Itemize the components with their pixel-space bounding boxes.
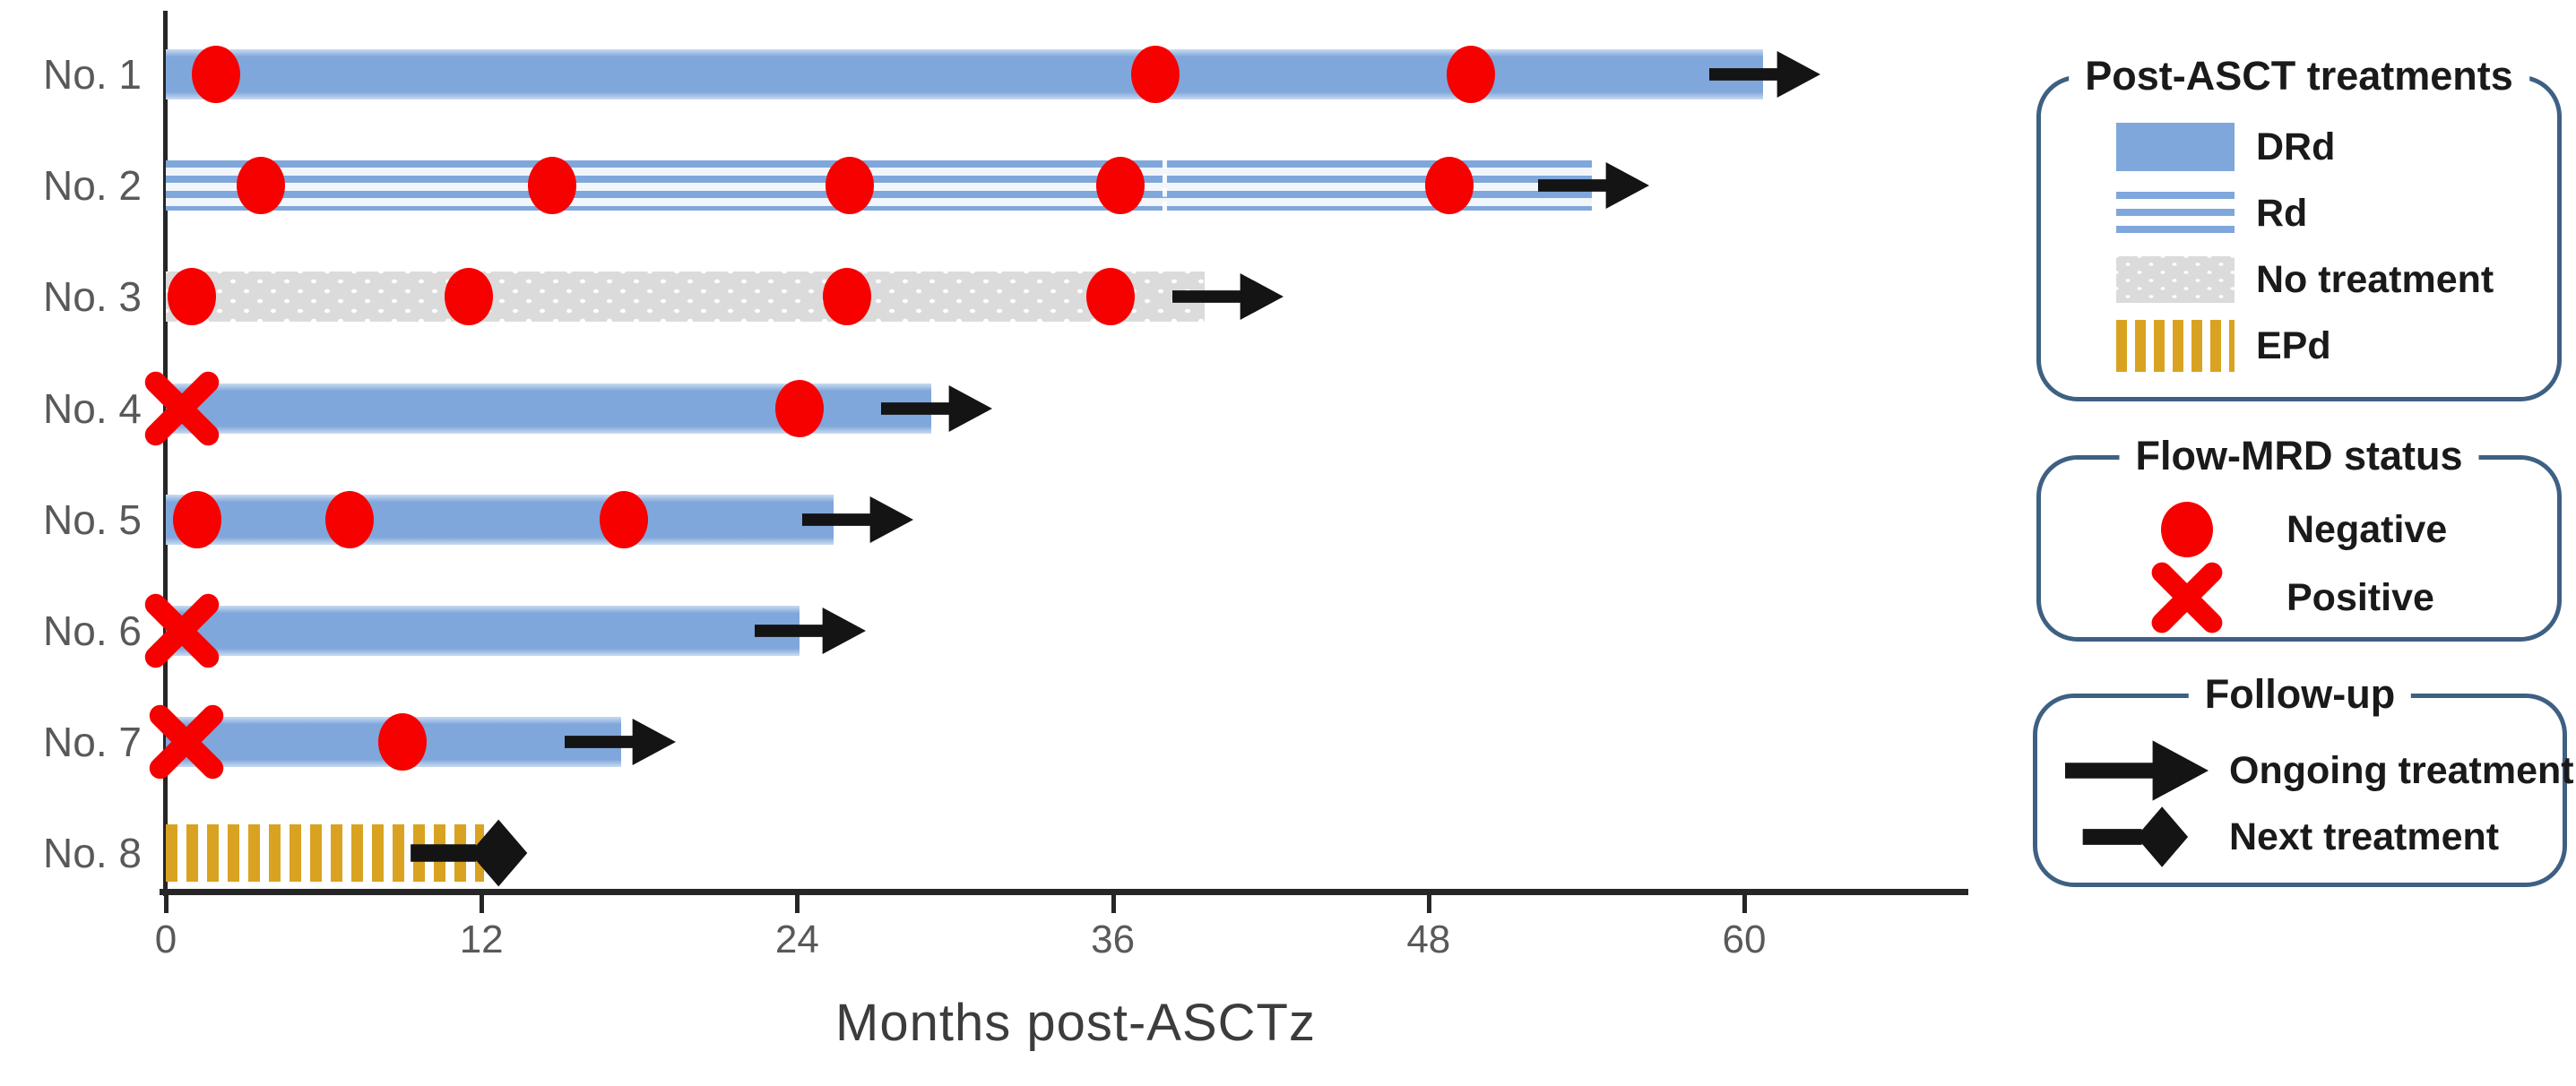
legend-item-no-treatment: No treatment: [2041, 246, 2557, 313]
x-tick-mark: [1742, 893, 1747, 913]
mrd-negative-marker: [1130, 46, 1180, 103]
legend-item-label: Ongoing treatment: [2229, 748, 2574, 792]
no-treatment-swatch: [2116, 256, 2235, 303]
ongoing-arrow-icon: [2052, 737, 2222, 804]
patient-label: No. 3: [43, 273, 142, 321]
x-axis-title: Months post-ASCTz: [835, 994, 1316, 1052]
legend-item-label: Next treatment: [2229, 814, 2500, 858]
mrd-negative-marker: [826, 157, 875, 215]
x-tick-label: 24: [774, 918, 819, 961]
next-arrow-icon: [2052, 804, 2222, 870]
mrd-negative-marker: [236, 157, 285, 215]
ongoing-arrow: [754, 597, 866, 665]
mrd-negative-marker: [528, 157, 577, 215]
mrd-negative-marker: [1085, 268, 1135, 326]
legend-mrd-title: Flow-MRD status: [2119, 432, 2479, 479]
mrd-negative-marker: [823, 268, 872, 326]
ongoing-arrow: [1172, 263, 1284, 331]
mrd-negative-marker: [1096, 157, 1145, 215]
mrd-negative-marker: [168, 268, 217, 326]
treatment-bar: [166, 494, 834, 545]
legend-item-ongoing: Ongoing treatment: [2037, 737, 2574, 804]
mrd-negative-marker: [444, 268, 493, 326]
x-axis-line: [160, 889, 1968, 895]
legend-followup-title: Follow-up: [2188, 670, 2412, 718]
ongoing-arrow: [565, 708, 677, 776]
patient-label: No. 7: [43, 719, 142, 766]
legend-item-label: EPd: [2256, 323, 2331, 367]
mrd-negative-marker: [775, 379, 825, 437]
legend-item-label: Positive: [2286, 575, 2434, 619]
drd-swatch: [2116, 123, 2235, 171]
legend-item-label: Rd: [2256, 191, 2308, 235]
x-tick-mark: [480, 893, 485, 913]
epd-swatch: [2116, 320, 2235, 372]
legend-item-epd: EPd: [2041, 313, 2557, 379]
treatment-bar: [166, 160, 1592, 211]
mrd-negative-marker: [1446, 46, 1495, 103]
legend-followup: Follow-up Ongoing treatment Next treatme…: [2033, 670, 2574, 887]
mrd-positive-icon: [2120, 560, 2254, 635]
mrd-negative-marker: [325, 490, 375, 548]
mrd-positive-marker: [147, 702, 226, 781]
x-tick-label: 48: [1406, 918, 1451, 961]
patient-label: No. 5: [43, 496, 142, 543]
patient-label: No. 8: [43, 830, 142, 877]
legend-item-rd: Rd: [2041, 180, 2557, 246]
x-tick-mark: [1426, 893, 1431, 913]
legend-item-negative: Negative: [2041, 496, 2557, 564]
ongoing-arrow: [1538, 151, 1650, 220]
patient-label: No. 2: [43, 162, 142, 210]
x-tick-mark: [795, 893, 800, 913]
x-tick-label: 60: [1722, 918, 1767, 961]
mrd-negative-marker: [599, 490, 648, 548]
patient-label: No. 4: [43, 384, 142, 432]
x-tick-label: 36: [1091, 918, 1136, 961]
mrd-negative-icon: [2120, 502, 2254, 557]
treatment-bar: [166, 49, 1763, 99]
legend-item-label: Negative: [2286, 507, 2448, 551]
y-axis-line: [163, 11, 168, 896]
mrd-positive-marker: [143, 369, 221, 448]
mrd-positive-marker: [143, 591, 221, 670]
legend-item-label: DRd: [2256, 125, 2336, 168]
legend-item-positive: Positive: [2041, 562, 2557, 634]
x-tick-mark: [164, 893, 169, 913]
mrd-negative-marker: [191, 46, 240, 103]
legend-item-drd: DRd: [2041, 114, 2557, 180]
patient-label: No. 1: [43, 51, 142, 98]
mrd-negative-marker: [173, 490, 222, 548]
legend-mrd: Flow-MRD status Negative Positive: [2036, 432, 2562, 642]
mrd-negative-marker: [1425, 157, 1474, 215]
next-arrow: [403, 816, 538, 890]
ongoing-arrow: [801, 486, 913, 554]
mrd-negative-marker: [378, 713, 428, 771]
legend-treatments-title: Post-ASCT treatments: [2069, 52, 2529, 99]
x-tick-label: 12: [459, 918, 504, 961]
legend-item-next: Next treatment: [2037, 804, 2563, 870]
x-tick-mark: [1111, 893, 1116, 913]
treatment-bar: [166, 606, 800, 656]
ongoing-arrow: [880, 375, 992, 443]
x-tick-label: 0: [154, 918, 177, 961]
rd-swatch: [2116, 192, 2235, 235]
legend-item-label: No treatment: [2256, 257, 2494, 301]
bar-divider: [1163, 160, 1168, 211]
legend-treatments: Post-ASCT treatments DRd Rd No treatment…: [2036, 52, 2562, 401]
treatment-bar: [166, 272, 1206, 323]
ongoing-arrow: [1709, 40, 1821, 108]
patient-label: No. 6: [43, 608, 142, 654]
